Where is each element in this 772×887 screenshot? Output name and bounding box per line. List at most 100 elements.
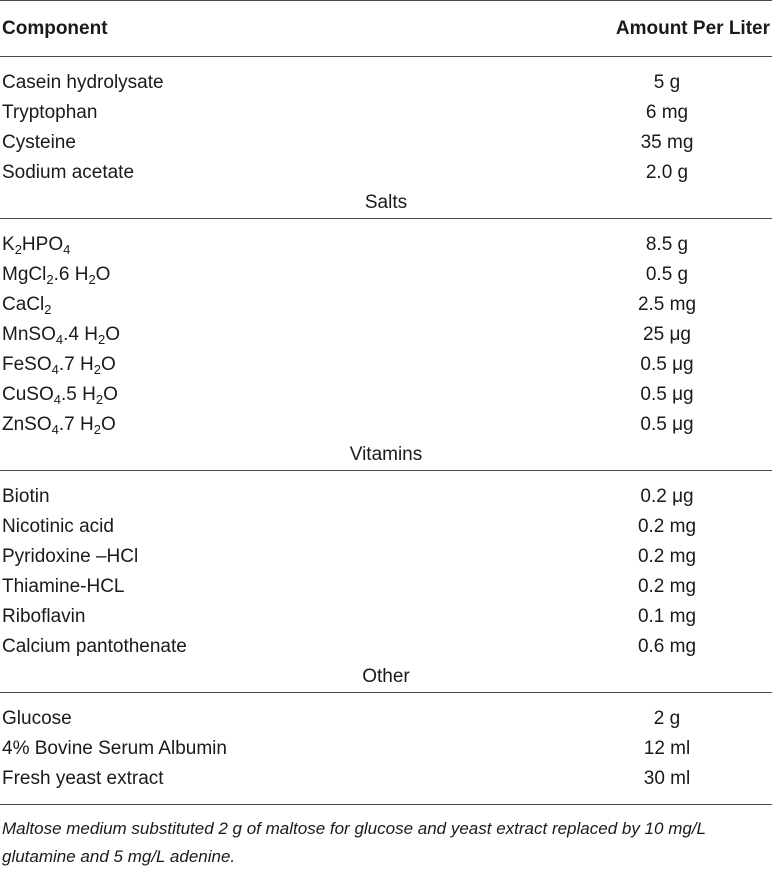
table-body: Casein hydrolysate 5 g Tryptophan 6 mg Cyste… <box>0 57 772 805</box>
formula-text: O <box>95 264 111 285</box>
formula-subscript: 4 <box>53 392 61 407</box>
component-name: ZnSO4.7 H2O <box>0 410 562 440</box>
header-row: Component Amount Per Liter <box>0 0 772 57</box>
table-row: Casein hydrolysate 5 g <box>0 68 772 98</box>
formula-text: MnSO <box>2 324 56 345</box>
section-heading-row: Other <box>0 662 772 693</box>
amount-per-liter: 0.5 μg <box>640 414 694 435</box>
formula-text: CaCl <box>2 294 45 315</box>
amount-per-liter: 0.5 g <box>645 264 689 285</box>
formula-text: .7 H <box>58 354 94 375</box>
table-row: CuSO4.5 H2O 0.5 μg <box>0 380 772 410</box>
section-heading-row: Salts <box>0 188 772 219</box>
amount-per-liter: 12 ml <box>643 738 691 759</box>
formula-subscript: 2 <box>14 242 22 257</box>
table-bottom-rule <box>0 794 772 805</box>
formula-subscript: 4 <box>55 332 64 347</box>
amount-per-liter: 5 g <box>653 72 681 93</box>
formula-text: K <box>2 234 15 255</box>
row-spacer <box>0 471 772 483</box>
table-row: 4% Bovine Serum Albumin 12 ml <box>0 734 772 764</box>
amount-per-liter: 0.2 mg <box>637 516 697 537</box>
component-name: Pyridoxine –HCl <box>2 546 139 567</box>
amount-per-liter: 0.5 μg <box>640 354 694 375</box>
section-heading-row: Vitamins <box>0 440 772 471</box>
formula-subscript: 2 <box>44 302 52 317</box>
table-row: Pyridoxine –HCl 0.2 mg <box>0 542 772 572</box>
table-footnote: Maltose medium substituted 2 g of maltos… <box>2 819 706 866</box>
amount-per-liter: 0.2 mg <box>637 576 697 597</box>
row-spacer <box>0 219 772 231</box>
amount-per-liter: 8.5 g <box>645 234 689 255</box>
component-name: Nicotinic acid <box>2 516 114 537</box>
section-heading: Salts <box>0 188 772 219</box>
component-name: Glucose <box>2 708 72 729</box>
table-row: ZnSO4.7 H2O 0.5 μg <box>0 410 772 440</box>
formula-text: O <box>105 324 120 345</box>
component-name: FeSO4.7 H2O <box>0 350 562 380</box>
table-row: MnSO4.4 H2O 25 μg <box>0 320 772 350</box>
component-name: Casein hydrolysate <box>2 72 164 93</box>
component-name: CaCl2 <box>0 290 562 320</box>
component-name: Calcium pantothenate <box>2 636 187 657</box>
component-name: Biotin <box>2 486 50 507</box>
formula-subscript: 4 <box>51 362 59 377</box>
formula-text: CuSO <box>2 384 54 405</box>
amount-per-liter: 0.2 mg <box>637 546 697 567</box>
table-row: Tryptophan 6 mg <box>0 98 772 128</box>
amount-per-liter: 2 g <box>653 708 681 729</box>
component-name: Tryptophan <box>2 102 98 123</box>
table-row: Fresh yeast extract 30 ml <box>0 764 772 794</box>
formula-text: ZnSO <box>2 414 52 435</box>
row-spacer <box>0 693 772 705</box>
formula-text: .6 H <box>53 264 89 285</box>
component-name: 4% Bovine Serum Albumin <box>2 738 227 759</box>
table-row: K2HPO4 8.5 g <box>0 230 772 260</box>
section-heading: Vitamins <box>0 440 772 471</box>
formula-text: .5 H <box>60 384 96 405</box>
amount-per-liter: 35 mg <box>640 132 694 153</box>
header-amount: Amount Per Liter <box>615 18 770 39</box>
component-name: Sodium acetate <box>2 162 135 183</box>
component-name: Fresh yeast extract <box>2 768 164 789</box>
amount-per-liter: 0.1 mg <box>637 606 697 627</box>
component-name: Riboflavin <box>2 606 86 627</box>
table-row: CaCl2 2.5 mg <box>0 290 772 320</box>
table-row: FeSO4.7 H2O 0.5 μg <box>0 350 772 380</box>
amount-per-liter: 2.0 g <box>645 162 689 183</box>
row-spacer <box>0 57 772 69</box>
formula-text: .7 H <box>58 414 94 435</box>
formula-subscript: 2 <box>95 392 104 407</box>
table-row: MgCl2.6 H2O 0.5 g <box>0 260 772 290</box>
table-row: Riboflavin 0.1 mg <box>0 602 772 632</box>
section-heading: Other <box>0 662 772 693</box>
formula-subscript: 2 <box>88 272 96 287</box>
formula-subscript: 2 <box>97 332 106 347</box>
amount-per-liter: 0.5 μg <box>640 384 694 405</box>
formula-text: FeSO <box>2 354 52 375</box>
formula-subscript: 2 <box>93 362 101 377</box>
formula-subscript: 2 <box>46 272 54 287</box>
formula-text: O <box>103 384 118 405</box>
table-row: Thiamine-HCL 0.2 mg <box>0 572 772 602</box>
component-name: Cysteine <box>2 132 76 153</box>
formula-subscript: 4 <box>51 422 59 437</box>
amount-per-liter: 0.2 μg <box>640 486 694 507</box>
formula-text: .4 H <box>63 324 98 345</box>
table-row: Cysteine 35 mg <box>0 128 772 158</box>
formula-subscript: 2 <box>93 422 101 437</box>
table-row: Nicotinic acid 0.2 mg <box>0 512 772 542</box>
header-component: Component <box>2 18 108 39</box>
component-name: K2HPO4 <box>0 230 562 260</box>
formula-text: MgCl <box>2 264 47 285</box>
component-name: Thiamine-HCL <box>2 576 125 597</box>
table-row: Sodium acetate 2.0 g <box>0 158 772 188</box>
amount-per-liter: 30 ml <box>643 768 691 789</box>
formula-text: O <box>100 414 116 435</box>
table-row: Calcium pantothenate 0.6 mg <box>0 632 772 662</box>
formula-subscript: 4 <box>63 242 71 257</box>
amount-per-liter: 6 mg <box>645 102 689 123</box>
medium-composition-table: Component Amount Per Liter Casein hydrol… <box>0 0 772 805</box>
amount-per-liter: 25 μg <box>643 324 691 345</box>
